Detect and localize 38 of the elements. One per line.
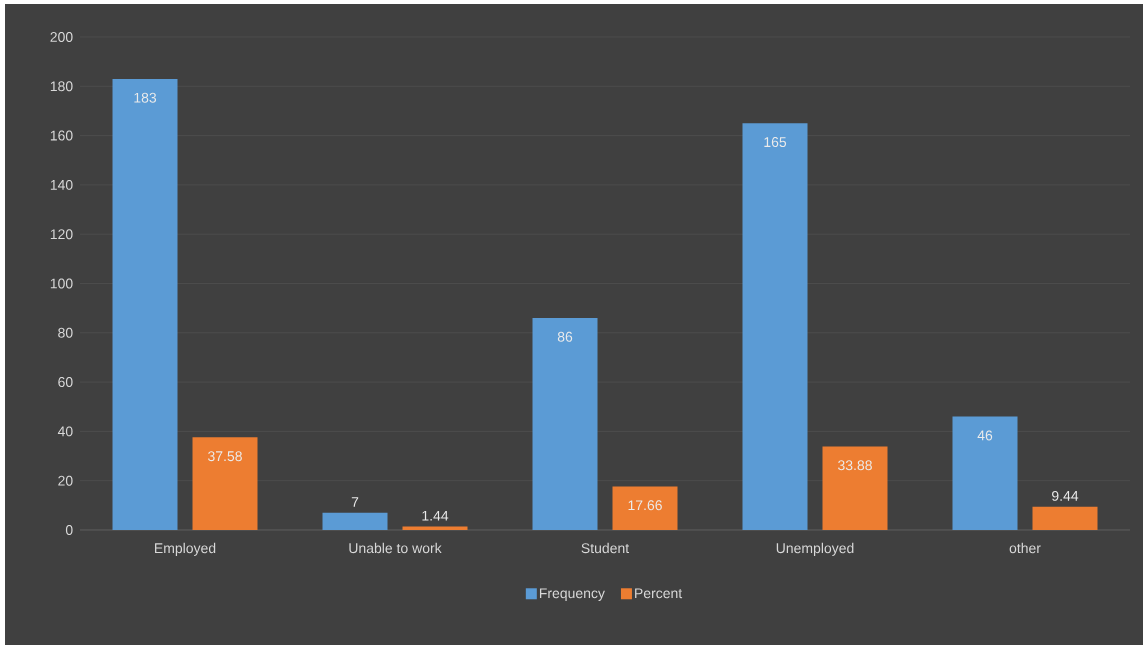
bar [322, 512, 388, 530]
bar [402, 526, 468, 530]
x-tick-label: Student [581, 542, 630, 554]
data-label: 33.88 [838, 460, 872, 471]
data-label: 86 [557, 331, 573, 342]
data-label: 165 [764, 137, 787, 148]
y-tick-label: 120 [50, 229, 73, 240]
bar [742, 123, 808, 530]
y-tick-label: 140 [50, 179, 73, 190]
bar [822, 446, 888, 530]
x-tick-label: Unable to work [349, 542, 442, 554]
y-tick-label: 100 [50, 278, 73, 289]
x-tick-label: Unemployed [776, 542, 854, 556]
data-label: 9.44 [1052, 490, 1079, 501]
bar [952, 416, 1018, 530]
bar [1032, 506, 1098, 530]
y-tick-label: 180 [50, 81, 73, 92]
data-label: 17.66 [628, 500, 662, 511]
legend-label: Percent [635, 588, 683, 599]
bar [192, 437, 258, 530]
bar [532, 317, 598, 530]
y-tick-label: 20 [58, 475, 73, 486]
y-tick-label: 160 [50, 130, 73, 141]
data-label: 37.58 [208, 451, 242, 462]
x-tick-label: Employed [155, 542, 216, 556]
data-label: 1.44 [422, 510, 449, 521]
y-tick-label: 60 [58, 377, 73, 388]
y-tick-label: 40 [57, 426, 73, 437]
y-tick-label: 80 [58, 327, 73, 338]
bar [612, 486, 678, 530]
x-tick-label: other [1009, 542, 1041, 554]
data-label: 46 [977, 430, 993, 441]
y-tick-label: 0 [65, 525, 73, 535]
y-tick-label: 200 [50, 32, 73, 42]
legend-label: Frequency [539, 588, 605, 601]
data-label: 183 [134, 92, 157, 103]
bar [112, 78, 178, 530]
data-label: 7 [351, 497, 359, 507]
